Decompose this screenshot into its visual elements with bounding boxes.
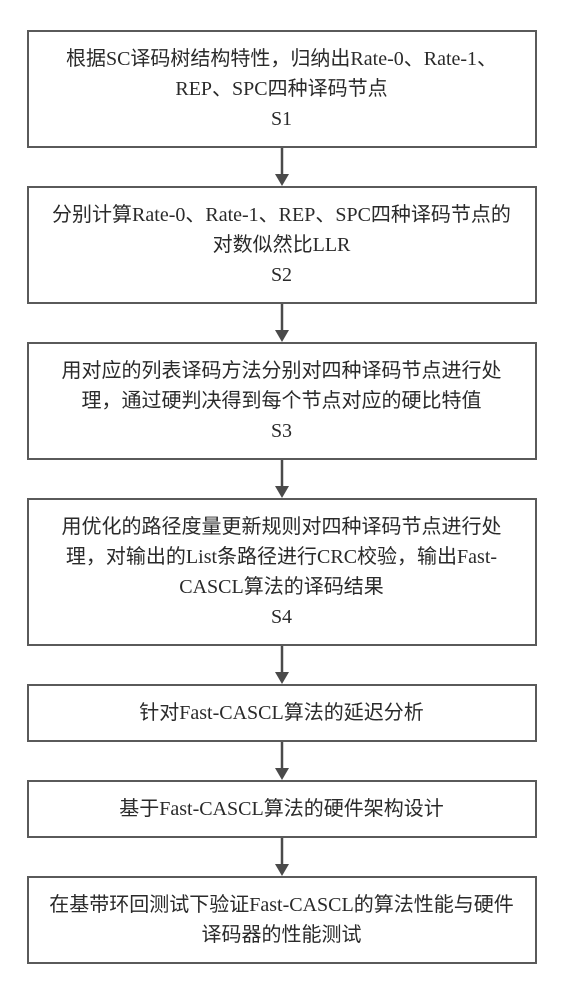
flow-arrow (270, 838, 294, 876)
flow-arrow (270, 460, 294, 498)
flow-arrow (270, 304, 294, 342)
flow-node-s1: 根据SC译码树结构特性，归纳出Rate-0、Rate-1、REP、SPC四种译码… (27, 30, 537, 148)
flowchart-container: 根据SC译码树结构特性，归纳出Rate-0、Rate-1、REP、SPC四种译码… (0, 0, 563, 994)
flow-node-s4: 用优化的路径度量更新规则对四种译码节点进行处理，对输出的List条路径进行CRC… (27, 498, 537, 646)
flow-arrow (270, 742, 294, 780)
flow-arrow (270, 148, 294, 186)
flow-node-s7: 在基带环回测试下验证Fast-CASCL的算法性能与硬件译码器的性能测试 (27, 876, 537, 964)
flow-node-s5: 针对Fast-CASCL算法的延迟分析 (27, 684, 537, 742)
flow-node-s2: 分别计算Rate-0、Rate-1、REP、SPC四种译码节点的对数似然比LLR… (27, 186, 537, 304)
flow-arrow (270, 646, 294, 684)
flow-node-s3: 用对应的列表译码方法分别对四种译码节点进行处理，通过硬判决得到每个节点对应的硬比… (27, 342, 537, 460)
flow-node-s6: 基于Fast-CASCL算法的硬件架构设计 (27, 780, 537, 838)
